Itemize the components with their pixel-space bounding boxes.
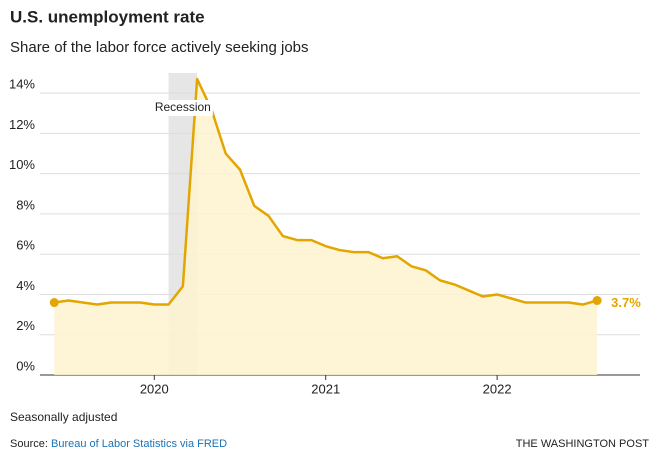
y-tick-label: 0% (16, 358, 35, 373)
x-tick-label: 2020 (140, 381, 169, 396)
y-tick-label: 2% (16, 318, 35, 333)
y-tick-label: 8% (16, 197, 35, 212)
annotation: Recession (155, 100, 211, 114)
source-link[interactable]: Bureau of Labor Statistics via FRED (51, 438, 227, 450)
y-tick-label: 4% (16, 278, 35, 293)
value-label: 3.7% (611, 295, 641, 310)
source-prefix: Source: (10, 438, 48, 450)
y-tick-label: 6% (16, 238, 35, 253)
y-tick-label: 10% (9, 157, 35, 172)
y-tick-label: 14% (9, 77, 35, 92)
chart-title: U.S. unemployment rate (10, 7, 205, 26)
credit: THE WASHINGTON POST (516, 438, 650, 450)
x-tick-label: 2021 (311, 381, 340, 396)
source: Source: Bureau of Labor Statistics via F… (10, 438, 227, 450)
line (54, 77, 598, 306)
annotation-bg (152, 100, 213, 116)
end-dot (592, 296, 602, 306)
chart-subtitle: Share of the labor force actively seekin… (10, 39, 309, 56)
y-tick-label: 12% (9, 117, 35, 132)
note: Seasonally adjusted (10, 410, 117, 424)
x-tick-label: 2022 (483, 381, 512, 396)
area (54, 79, 598, 375)
end-dot (49, 298, 59, 308)
